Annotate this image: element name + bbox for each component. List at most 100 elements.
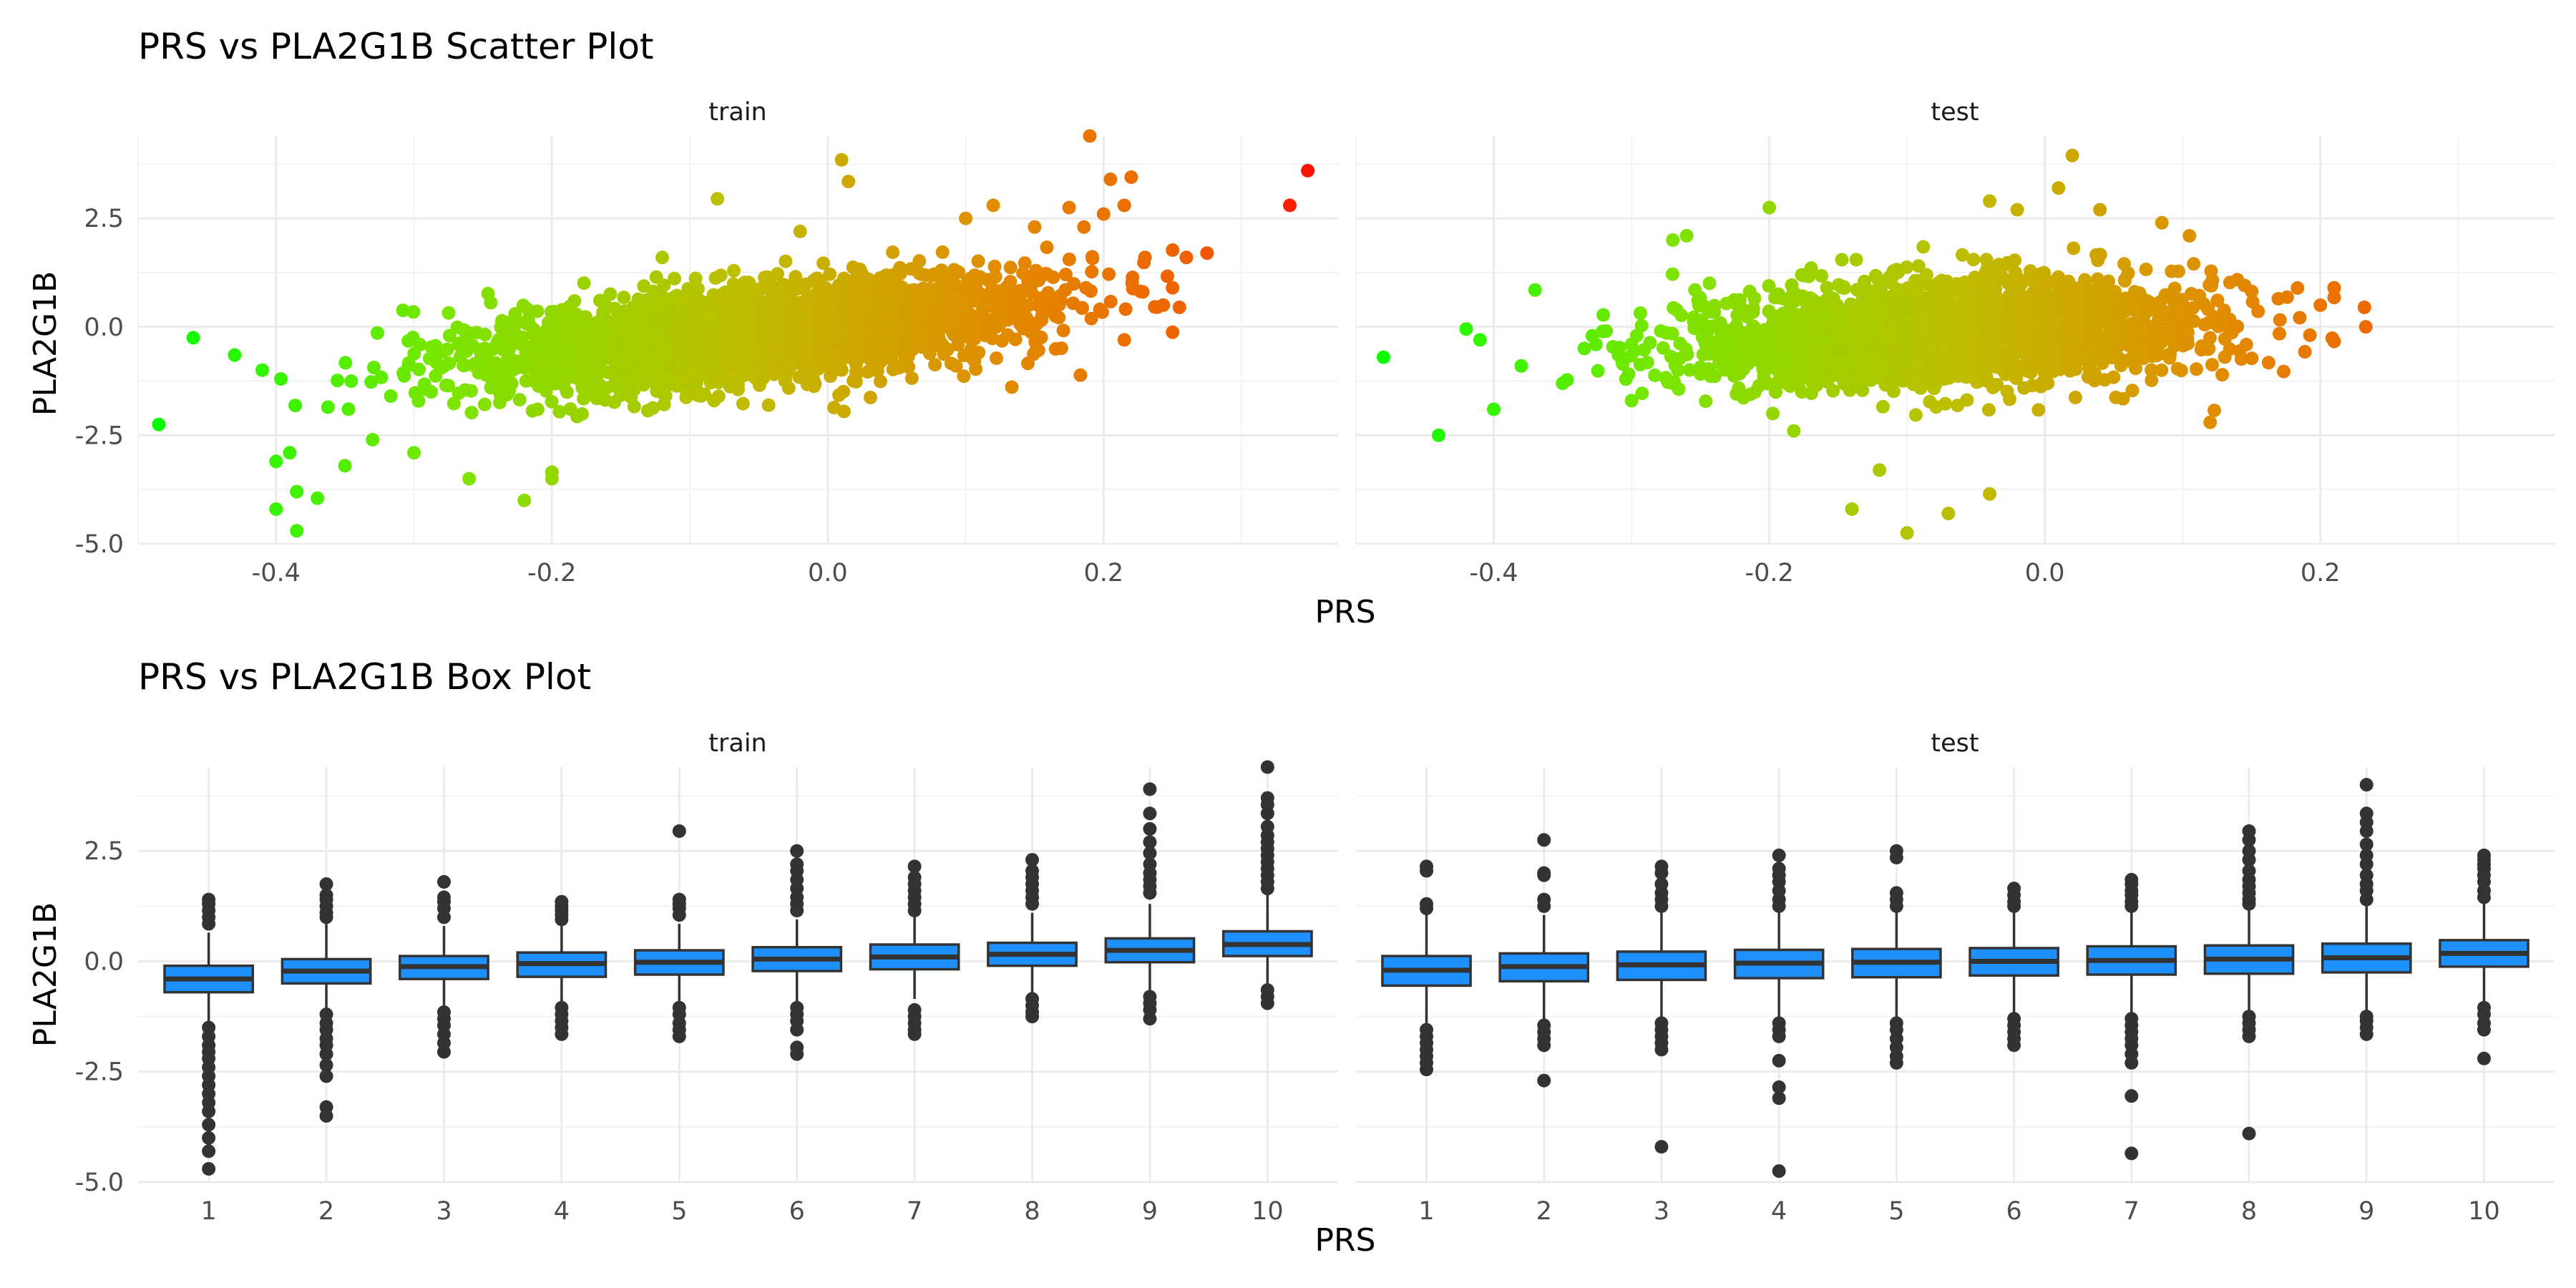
scatter-point — [1780, 376, 1794, 391]
scatter-point — [2091, 272, 2104, 286]
scatter-point — [2280, 290, 2294, 304]
scatter-point — [748, 371, 762, 385]
scatter-point — [577, 276, 591, 291]
scatter-point — [901, 349, 915, 364]
scatter-point — [779, 254, 793, 268]
scatter-point — [458, 333, 472, 348]
scatter-point — [1648, 369, 1662, 382]
scatter-point — [435, 345, 449, 359]
scatter-point — [603, 287, 618, 301]
scatter-point — [2066, 318, 2079, 333]
scatter-point — [1084, 311, 1098, 326]
scatter-point — [1487, 402, 1501, 416]
scatter-point — [479, 368, 494, 382]
scatter-point — [1861, 347, 1875, 361]
scatter-point — [2093, 203, 2107, 217]
scatter-point — [2145, 363, 2159, 377]
scatter-point — [2245, 284, 2259, 298]
scatter-point — [1977, 356, 1991, 370]
scatter-point — [588, 375, 602, 389]
scatter-point — [1633, 306, 1647, 321]
scatter-point — [411, 394, 426, 408]
scatter-point — [727, 333, 741, 348]
scatter-point — [933, 280, 947, 294]
scatter-point — [1951, 399, 1965, 413]
scatter-point — [1301, 164, 1315, 177]
scatter-point — [785, 356, 799, 369]
scatter-point — [564, 325, 578, 339]
scatter-point — [816, 256, 831, 270]
scatter-point — [2261, 356, 2275, 370]
scatter-point — [2078, 273, 2092, 287]
scatter-point — [1983, 338, 1997, 353]
scatter-point — [943, 297, 957, 311]
scatter-point — [1817, 366, 1831, 380]
scatter-point — [1679, 229, 1694, 243]
scatter-point — [2290, 281, 2305, 295]
box-y-axis-title: PLA2G1B — [27, 902, 64, 1047]
scatter-point — [2020, 290, 2034, 304]
scatter-point — [321, 400, 335, 414]
scatter-point — [672, 303, 686, 318]
scatter-point — [584, 336, 598, 350]
scatter-point — [694, 389, 708, 403]
scatter-point — [1874, 280, 1888, 294]
scatter-point — [771, 267, 784, 281]
scatter-point — [1777, 350, 1791, 364]
scatter-point — [1777, 310, 1791, 324]
scatter-point — [1911, 259, 1926, 273]
scatter-point — [1124, 170, 1138, 185]
scatter-points-test — [1377, 148, 2373, 540]
box-train-4 — [516, 894, 608, 1041]
scatter-point — [331, 374, 345, 388]
scatter-point — [1835, 253, 1849, 267]
scatter-point — [1150, 300, 1164, 314]
scatter-point — [1692, 313, 1707, 328]
scatter-point — [957, 348, 971, 363]
scatter-point — [2190, 362, 2203, 376]
scatter-point — [1003, 275, 1018, 289]
scatter-point — [1688, 283, 1702, 297]
scatter-point — [290, 484, 304, 499]
scatter-point — [736, 396, 750, 411]
scatter-point — [1005, 380, 1019, 394]
scatter-point — [1008, 332, 1023, 346]
scatter-point — [1785, 366, 1799, 380]
scatter-point — [1635, 386, 1649, 401]
scatter-point — [1103, 295, 1118, 308]
scatter-point — [2116, 391, 2130, 406]
scatter-point — [374, 370, 389, 384]
scatter-point — [778, 374, 792, 389]
scatter-point — [472, 343, 487, 357]
scatter-point — [2125, 384, 2140, 398]
scatter-point — [1840, 336, 1855, 349]
scatter-point — [613, 388, 628, 402]
scatter-point — [2009, 293, 2024, 308]
scatter-point — [1707, 298, 1722, 313]
box-train-6 — [751, 844, 843, 1061]
scatter-point — [841, 175, 856, 189]
scatter-point — [2010, 203, 2024, 217]
scatter-point — [562, 365, 576, 379]
scatter-point — [1085, 251, 1100, 265]
scatter-point — [1118, 302, 1133, 316]
scatter-point — [731, 382, 745, 396]
scatter-point — [541, 349, 555, 364]
scatter-point — [367, 361, 381, 375]
scatter-point — [545, 465, 559, 479]
box-outlier-point — [319, 877, 333, 892]
scatter-point — [2086, 298, 2099, 312]
scatter-x-tick-label: 0.0 — [808, 559, 848, 587]
scatter-point — [596, 306, 610, 320]
scatter-point — [595, 389, 610, 404]
scatter-point — [663, 315, 677, 329]
scatter-point — [640, 404, 655, 418]
scatter-point — [2218, 332, 2232, 346]
scatter-point — [439, 379, 453, 392]
scatter-point — [530, 402, 545, 416]
scatter-point — [814, 310, 828, 324]
scatter-point — [1816, 307, 1830, 321]
scatter-point — [935, 338, 949, 353]
scatter-point — [862, 283, 877, 296]
scatter-x-tick-label: 0.2 — [1083, 559, 1123, 587]
